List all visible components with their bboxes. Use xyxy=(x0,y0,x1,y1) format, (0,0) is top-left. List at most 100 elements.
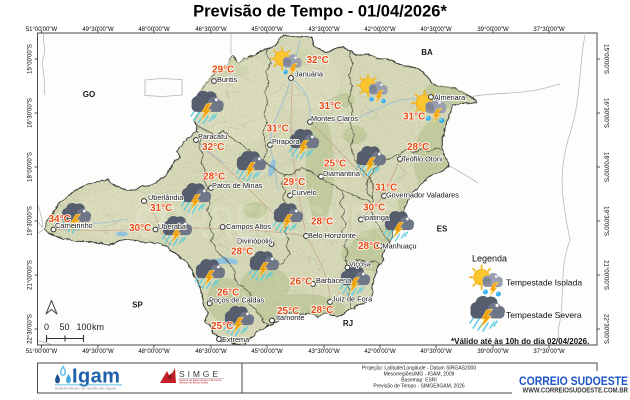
svg-text:Manhuaçu: Manhuaçu xyxy=(383,242,417,251)
svg-text:31°C: 31°C xyxy=(267,124,289,135)
svg-text:Poços de Caldas: Poços de Caldas xyxy=(209,296,265,305)
svg-text:Carneirinho: Carneirinho xyxy=(55,221,93,230)
svg-text:25°C: 25°C xyxy=(211,321,233,332)
svg-text:RJ: RJ xyxy=(343,319,353,328)
svg-text:Juiz de Fora: Juiz de Fora xyxy=(332,295,373,304)
svg-text:19°30'00"S: 19°30'00"S xyxy=(603,206,609,236)
svg-text:Januária: Januária xyxy=(295,70,324,79)
svg-text:29°C: 29°C xyxy=(212,65,234,76)
svg-text:43°30'00"W: 43°30'00"W xyxy=(308,27,340,33)
svg-text:26°C: 26°C xyxy=(290,277,312,288)
svg-text:16°30'00"S: 16°30'00"S xyxy=(28,98,34,128)
svg-text:40°30'00"W: 40°30'00"W xyxy=(420,27,452,33)
svg-text:51°00'00"W: 51°00'00"W xyxy=(26,349,58,355)
svg-text:Patos de Minas: Patos de Minas xyxy=(212,181,263,190)
svg-text:15°00'00"S: 15°00'00"S xyxy=(28,44,34,74)
svg-text:21°00'00"S: 21°00'00"S xyxy=(28,260,34,290)
svg-text:0: 0 xyxy=(44,322,49,332)
svg-text:Projeção: Latitude/Longitude -: Projeção: Latitude/Longitude - Datum SIR… xyxy=(362,366,476,372)
svg-text:32°C: 32°C xyxy=(202,142,224,153)
svg-text:28°C: 28°C xyxy=(358,241,380,252)
svg-text:Hídricos de Minas Gerais: Hídricos de Minas Gerais xyxy=(179,381,209,385)
svg-text:37°30'00"W: 37°30'00"W xyxy=(533,27,565,33)
svg-text:Sistema de Meteorologia e Recu: Sistema de Meteorologia e Recursos xyxy=(179,378,222,382)
svg-text:Ipatinga: Ipatinga xyxy=(363,213,390,222)
svg-text:43°30'00"W: 43°30'00"W xyxy=(308,349,340,355)
svg-text:Igam: Igam xyxy=(72,366,120,388)
svg-text:31°C: 31°C xyxy=(150,203,172,214)
svg-text:18°00'00"S: 18°00'00"S xyxy=(603,152,609,182)
svg-text:26°C: 26°C xyxy=(217,288,239,299)
svg-text:19°30'00"S: 19°30'00"S xyxy=(28,206,34,236)
svg-text:WWW.CORREIOSUDOESTE.COM.BR: WWW.CORREIOSUDOESTE.COM.BR xyxy=(523,387,629,395)
svg-text:49°30'00"W: 49°30'00"W xyxy=(82,27,114,33)
svg-text:18°00'00"S: 18°00'00"S xyxy=(28,152,34,182)
svg-text:Curvelo: Curvelo xyxy=(292,188,317,197)
svg-text:40°30'00"W: 40°30'00"W xyxy=(420,349,452,355)
svg-text:28°C: 28°C xyxy=(311,217,333,228)
svg-text:Barbacena: Barbacena xyxy=(316,276,352,285)
svg-text:37°30'00"W: 37°30'00"W xyxy=(533,349,565,355)
svg-text:45°00'00"W: 45°00'00"W xyxy=(251,27,283,33)
svg-text:SIMGE: SIMGE xyxy=(179,369,221,379)
svg-text:15°00'00"S: 15°00'00"S xyxy=(603,44,609,74)
svg-text:GO: GO xyxy=(83,90,95,99)
svg-text:Instituto Mineiro de Gestão da: Instituto Mineiro de Gestão das Águas xyxy=(55,387,116,391)
svg-text:34°C: 34°C xyxy=(49,214,71,225)
svg-text:42°00'00"W: 42°00'00"W xyxy=(364,27,396,33)
svg-text:21°00'00"S: 21°00'00"S xyxy=(603,260,609,290)
svg-text:46°30'00"W: 46°30'00"W xyxy=(195,349,227,355)
svg-text:39°00'00"W: 39°00'00"W xyxy=(477,349,509,355)
svg-text:Tempestade Isolada: Tempestade Isolada xyxy=(506,278,582,288)
svg-text:Montes Claros: Montes Claros xyxy=(311,114,358,123)
svg-text:28°C: 28°C xyxy=(407,142,429,153)
svg-text:Divinópolis: Divinópolis xyxy=(237,237,273,246)
svg-text:45°00'00"W: 45°00'00"W xyxy=(251,349,283,355)
svg-text:Mesorregiões/MG - IGAM, 2009: Mesorregiões/MG - IGAM, 2009 xyxy=(384,372,455,378)
svg-text:30°C: 30°C xyxy=(363,203,385,214)
svg-text:39°00'00"W: 39°00'00"W xyxy=(477,27,509,33)
svg-text:Uberlândia: Uberlândia xyxy=(148,193,184,202)
svg-text:28°C: 28°C xyxy=(203,172,225,183)
svg-text:*Válido até às 10h do dia 02/0: *Válido até às 10h do dia 02/04/2026. xyxy=(451,337,589,346)
svg-text:Pirapora: Pirapora xyxy=(272,137,301,146)
svg-text:Previsão de Tempo - SIMGE/IGAM: Previsão de Tempo - SIMGE/IGAM, 2026 xyxy=(373,384,465,390)
svg-text:Teófilo Otoni: Teófilo Otoni xyxy=(402,155,443,164)
svg-text:Viçosa: Viçosa xyxy=(349,260,372,269)
svg-text:31°C: 31°C xyxy=(375,183,397,194)
svg-text:Previsão de Tempo - 01/04/2026: Previsão de Tempo - 01/04/2026* xyxy=(193,3,447,21)
svg-text:ES: ES xyxy=(437,225,448,234)
svg-text:48°00'00"W: 48°00'00"W xyxy=(138,349,170,355)
svg-text:22°30'00"S: 22°30'00"S xyxy=(28,314,34,344)
svg-text:Diamantina: Diamantina xyxy=(323,169,361,178)
svg-text:31°C: 31°C xyxy=(319,101,341,112)
svg-text:Belo Horizonte: Belo Horizonte xyxy=(308,231,356,240)
svg-text:51°00'00"W: 51°00'00"W xyxy=(26,27,58,33)
svg-text:Campos Altos: Campos Altos xyxy=(226,222,271,231)
svg-text:49°30'00"W: 49°30'00"W xyxy=(82,349,114,355)
svg-text:100: 100 xyxy=(76,322,91,332)
svg-text:CORREIO SUDOESTE: CORREIO SUDOESTE xyxy=(519,375,628,388)
svg-text:22°30'00"S: 22°30'00"S xyxy=(603,314,609,344)
svg-text:Tempestade Severa: Tempestade Severa xyxy=(506,310,582,320)
svg-text:32°C: 32°C xyxy=(307,55,329,66)
svg-text:28°C: 28°C xyxy=(311,305,333,316)
svg-text:50: 50 xyxy=(59,322,69,332)
svg-text:Buritis: Buritis xyxy=(217,75,238,84)
svg-text:29°C: 29°C xyxy=(283,177,305,188)
svg-text:31°C: 31°C xyxy=(403,112,425,123)
svg-text:28°C: 28°C xyxy=(231,247,253,258)
svg-text:48°00'00"W: 48°00'00"W xyxy=(138,27,170,33)
svg-text:Basemap: ESRI: Basemap: ESRI xyxy=(401,378,437,384)
svg-text:25°C: 25°C xyxy=(277,306,299,317)
svg-text:Itamonte: Itamonte xyxy=(276,313,304,322)
svg-text:30°C: 30°C xyxy=(129,223,151,234)
svg-text:Uberaba: Uberaba xyxy=(158,222,187,231)
svg-text:25°C: 25°C xyxy=(324,159,346,170)
svg-text:km: km xyxy=(92,322,104,332)
svg-text:Legenda: Legenda xyxy=(472,254,507,264)
svg-text:46°30'00"W: 46°30'00"W xyxy=(195,27,227,33)
svg-text:16°30'00"S: 16°30'00"S xyxy=(603,98,609,128)
svg-text:BA: BA xyxy=(421,48,433,57)
svg-text:SP: SP xyxy=(132,301,143,310)
